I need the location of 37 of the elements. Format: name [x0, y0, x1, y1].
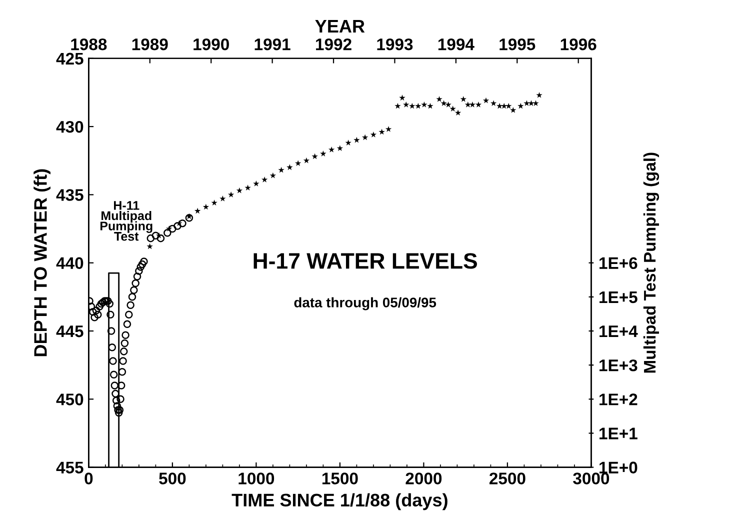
y2-tick-label: 1E+1	[600, 428, 638, 440]
x-tick-label: 2500	[489, 472, 526, 484]
x-axis-title: TIME SINCE 1/1/88 (days)	[232, 493, 448, 510]
annotation: data through 05/09/95	[294, 297, 436, 310]
y2-tick-label: 1E+4	[600, 326, 638, 338]
x2-tick-label: 1993	[377, 38, 413, 50]
y-tick-label: 435	[56, 189, 84, 201]
y2-tick-label: 1E+2	[600, 394, 638, 406]
annotation: H-11 Multipad Pumping Test	[100, 201, 152, 241]
x2-tick-label: 1991	[254, 38, 290, 50]
y-tick-label: 440	[56, 257, 84, 270]
x2-axis-title: YEAR	[315, 20, 365, 32]
x2-tick-label: 1990	[194, 38, 229, 50]
y-tick-label: 430	[56, 120, 84, 133]
y-axis-title: DEPTH TO WATER (ft)	[34, 169, 50, 356]
x2-tick-label: 1992	[316, 38, 352, 50]
x2-tick-label: 1994	[438, 38, 474, 50]
x2-tick-label: 1996	[560, 38, 596, 50]
x2-tick-label: 1988	[71, 38, 107, 50]
x-tick-label: 0	[84, 472, 93, 484]
y2-tick-label: 1E+6	[600, 257, 638, 270]
y-tick-label: 450	[56, 394, 84, 406]
y2-tick-label: 1E+3	[600, 359, 638, 372]
y2-tick-label: 1E+5	[600, 291, 638, 304]
x2-tick-label: 1995	[500, 38, 536, 50]
x-tick-label: 1000	[238, 472, 274, 484]
x-tick-label: 2000	[406, 472, 442, 484]
x-tick-label: 1500	[322, 472, 358, 484]
x-tick-label: 500	[159, 472, 186, 484]
y2-axis-title: Multipad Test Pumping (gal)	[643, 152, 660, 373]
y2-tick-label: 1E+0	[600, 462, 638, 474]
annotation: H-17 WATER LEVELS	[254, 253, 477, 269]
y-tick-label: 445	[56, 326, 84, 338]
x-tick-label: 3000	[573, 472, 610, 484]
y-tick-label: 455	[56, 462, 84, 474]
y-tick-label: 425	[56, 52, 84, 65]
x2-tick-label: 1989	[132, 38, 168, 50]
